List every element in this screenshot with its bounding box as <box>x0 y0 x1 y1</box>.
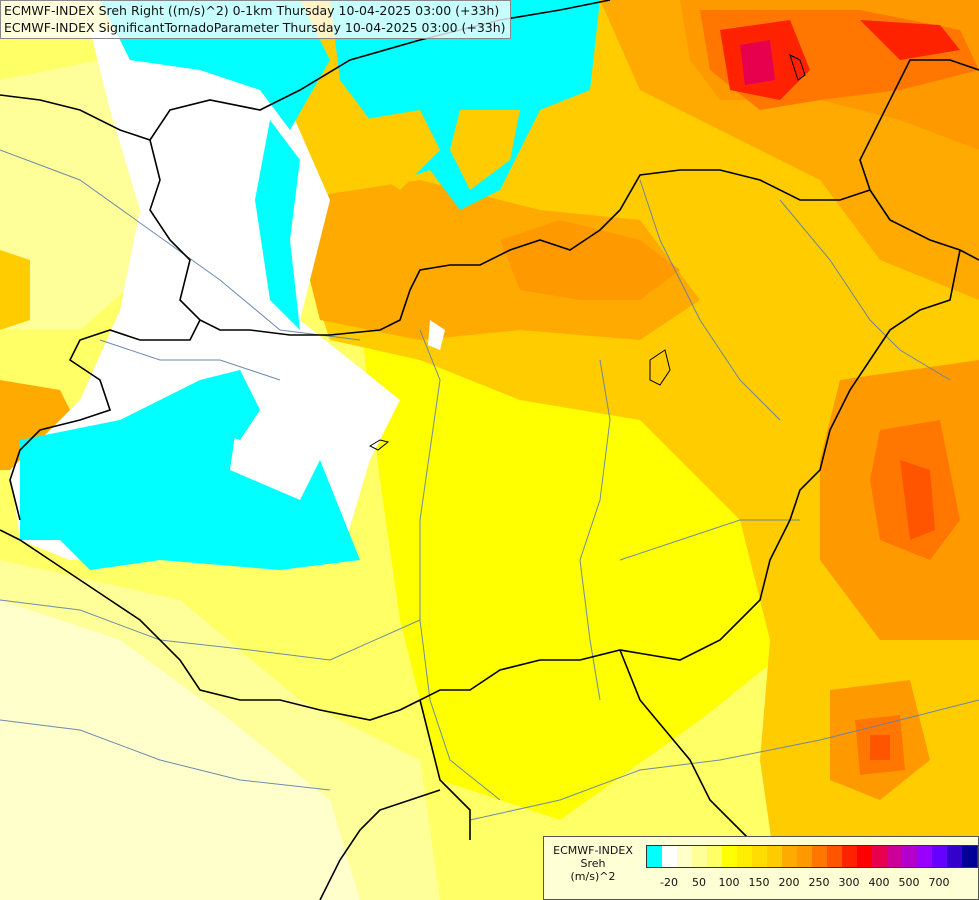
legend-swatch <box>812 846 827 867</box>
cyan-west <box>20 380 360 570</box>
red-core-2 <box>860 20 960 60</box>
color-legend: ECMWF-INDEX Sreh (m/s)^2 -20 50 100 150 200 2… <box>543 836 979 900</box>
white-speck <box>428 320 445 350</box>
legend-title-line-3: (m/s)^2 <box>570 870 616 883</box>
map-title-line-1: ECMWF-INDEX Sreh Right ((m/s)^2) 0-1km T… <box>4 3 500 18</box>
legend-tick-label: 250 <box>808 876 830 889</box>
gold-west-edge <box>0 250 30 330</box>
gold-hole-1 <box>360 110 440 190</box>
legend-tick-label: 300 <box>838 876 860 889</box>
gold-hole-2 <box>450 110 520 190</box>
map-title-line-2: ECMWF-INDEX SignificantTornadoParameter … <box>4 20 506 35</box>
pale-region-sw <box>0 600 360 900</box>
legend-swatch <box>707 846 722 867</box>
cyan-west-2 <box>200 370 260 440</box>
legend-tick-label: 500 <box>898 876 920 889</box>
legend-swatch <box>767 846 782 867</box>
legend-swatch <box>797 846 812 867</box>
map-title-box: ECMWF-INDEX Sreh Right ((m/s)^2) 0-1km T… <box>0 0 511 39</box>
legend-swatch <box>722 846 737 867</box>
magenta-core <box>740 40 775 85</box>
legend-swatch <box>752 846 767 867</box>
legend-tick-label: 200 <box>778 876 800 889</box>
legend-tick-label: 400 <box>868 876 890 889</box>
legend-swatch <box>887 846 902 867</box>
lake-outline <box>368 54 806 451</box>
legend-swatch <box>677 846 692 867</box>
legend-swatch <box>932 846 947 867</box>
orange-slovakia <box>500 220 680 300</box>
legend-tick-label: 100 <box>718 876 740 889</box>
legend-swatch <box>902 846 917 867</box>
rivers <box>0 149 979 821</box>
orange-east-peak <box>900 460 935 540</box>
legend-swatch <box>872 846 887 867</box>
legend-swatch <box>962 846 977 867</box>
legend-color-bar <box>646 845 978 868</box>
legend-swatch <box>662 846 677 867</box>
legend-tick-label: -20 <box>660 876 678 889</box>
legend-title-line-1: ECMWF-INDEX <box>553 844 633 857</box>
legend-swatch <box>947 846 962 867</box>
legend-swatch <box>692 846 707 867</box>
cyan-strip <box>255 120 300 330</box>
legend-tick-label: 700 <box>928 876 950 889</box>
legend-tick-labels: -20 50 100 150 200 250 300 400 500 700 <box>646 876 976 890</box>
legend-title-line-2: Sreh <box>580 857 606 870</box>
legend-swatch <box>647 846 662 867</box>
legend-swatch <box>737 846 752 867</box>
legend-tick-label: 50 <box>692 876 706 889</box>
legend-swatch <box>827 846 842 867</box>
orange-se-peak <box>870 735 890 760</box>
legend-swatch <box>842 846 857 867</box>
legend-title: ECMWF-INDEX Sreh (m/s)^2 <box>544 844 642 883</box>
legend-swatch <box>782 846 797 867</box>
legend-swatch <box>917 846 932 867</box>
legend-tick-label: 150 <box>748 876 770 889</box>
legend-swatch <box>857 846 872 867</box>
